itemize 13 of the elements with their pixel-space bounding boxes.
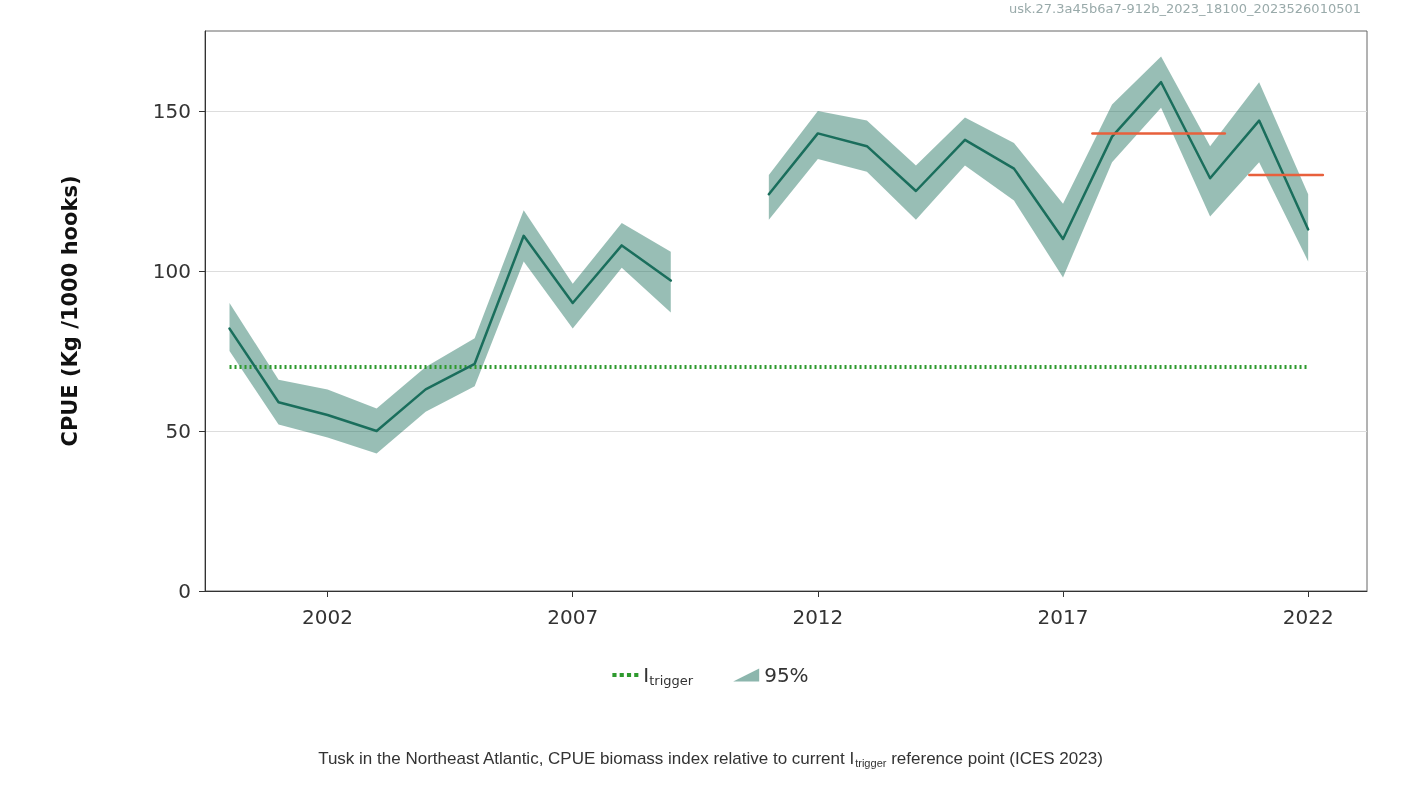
y-tick-label: 150 — [152, 99, 191, 123]
y-tick-label: 100 — [152, 259, 191, 283]
x-tick-label: 2002 — [302, 605, 354, 629]
legend-label: 95% — [764, 663, 809, 687]
x-tick-label: 2017 — [1037, 605, 1089, 629]
y-tick-label: 0 — [178, 579, 191, 603]
text: usk.27.3a45b6a7-912b_2023_18100_2023526010501 — [1008, 1, 1361, 16]
y-axis-title: CPUE (Kg /1000 hooks) — [57, 175, 82, 447]
x-tick-label: 2007 — [547, 605, 599, 629]
y-tick-label: 50 — [165, 419, 191, 443]
x-tick-label: 2022 — [1282, 605, 1334, 629]
legend-label: Itrigger — [643, 663, 694, 688]
x-tick-label: 2012 — [792, 605, 844, 629]
